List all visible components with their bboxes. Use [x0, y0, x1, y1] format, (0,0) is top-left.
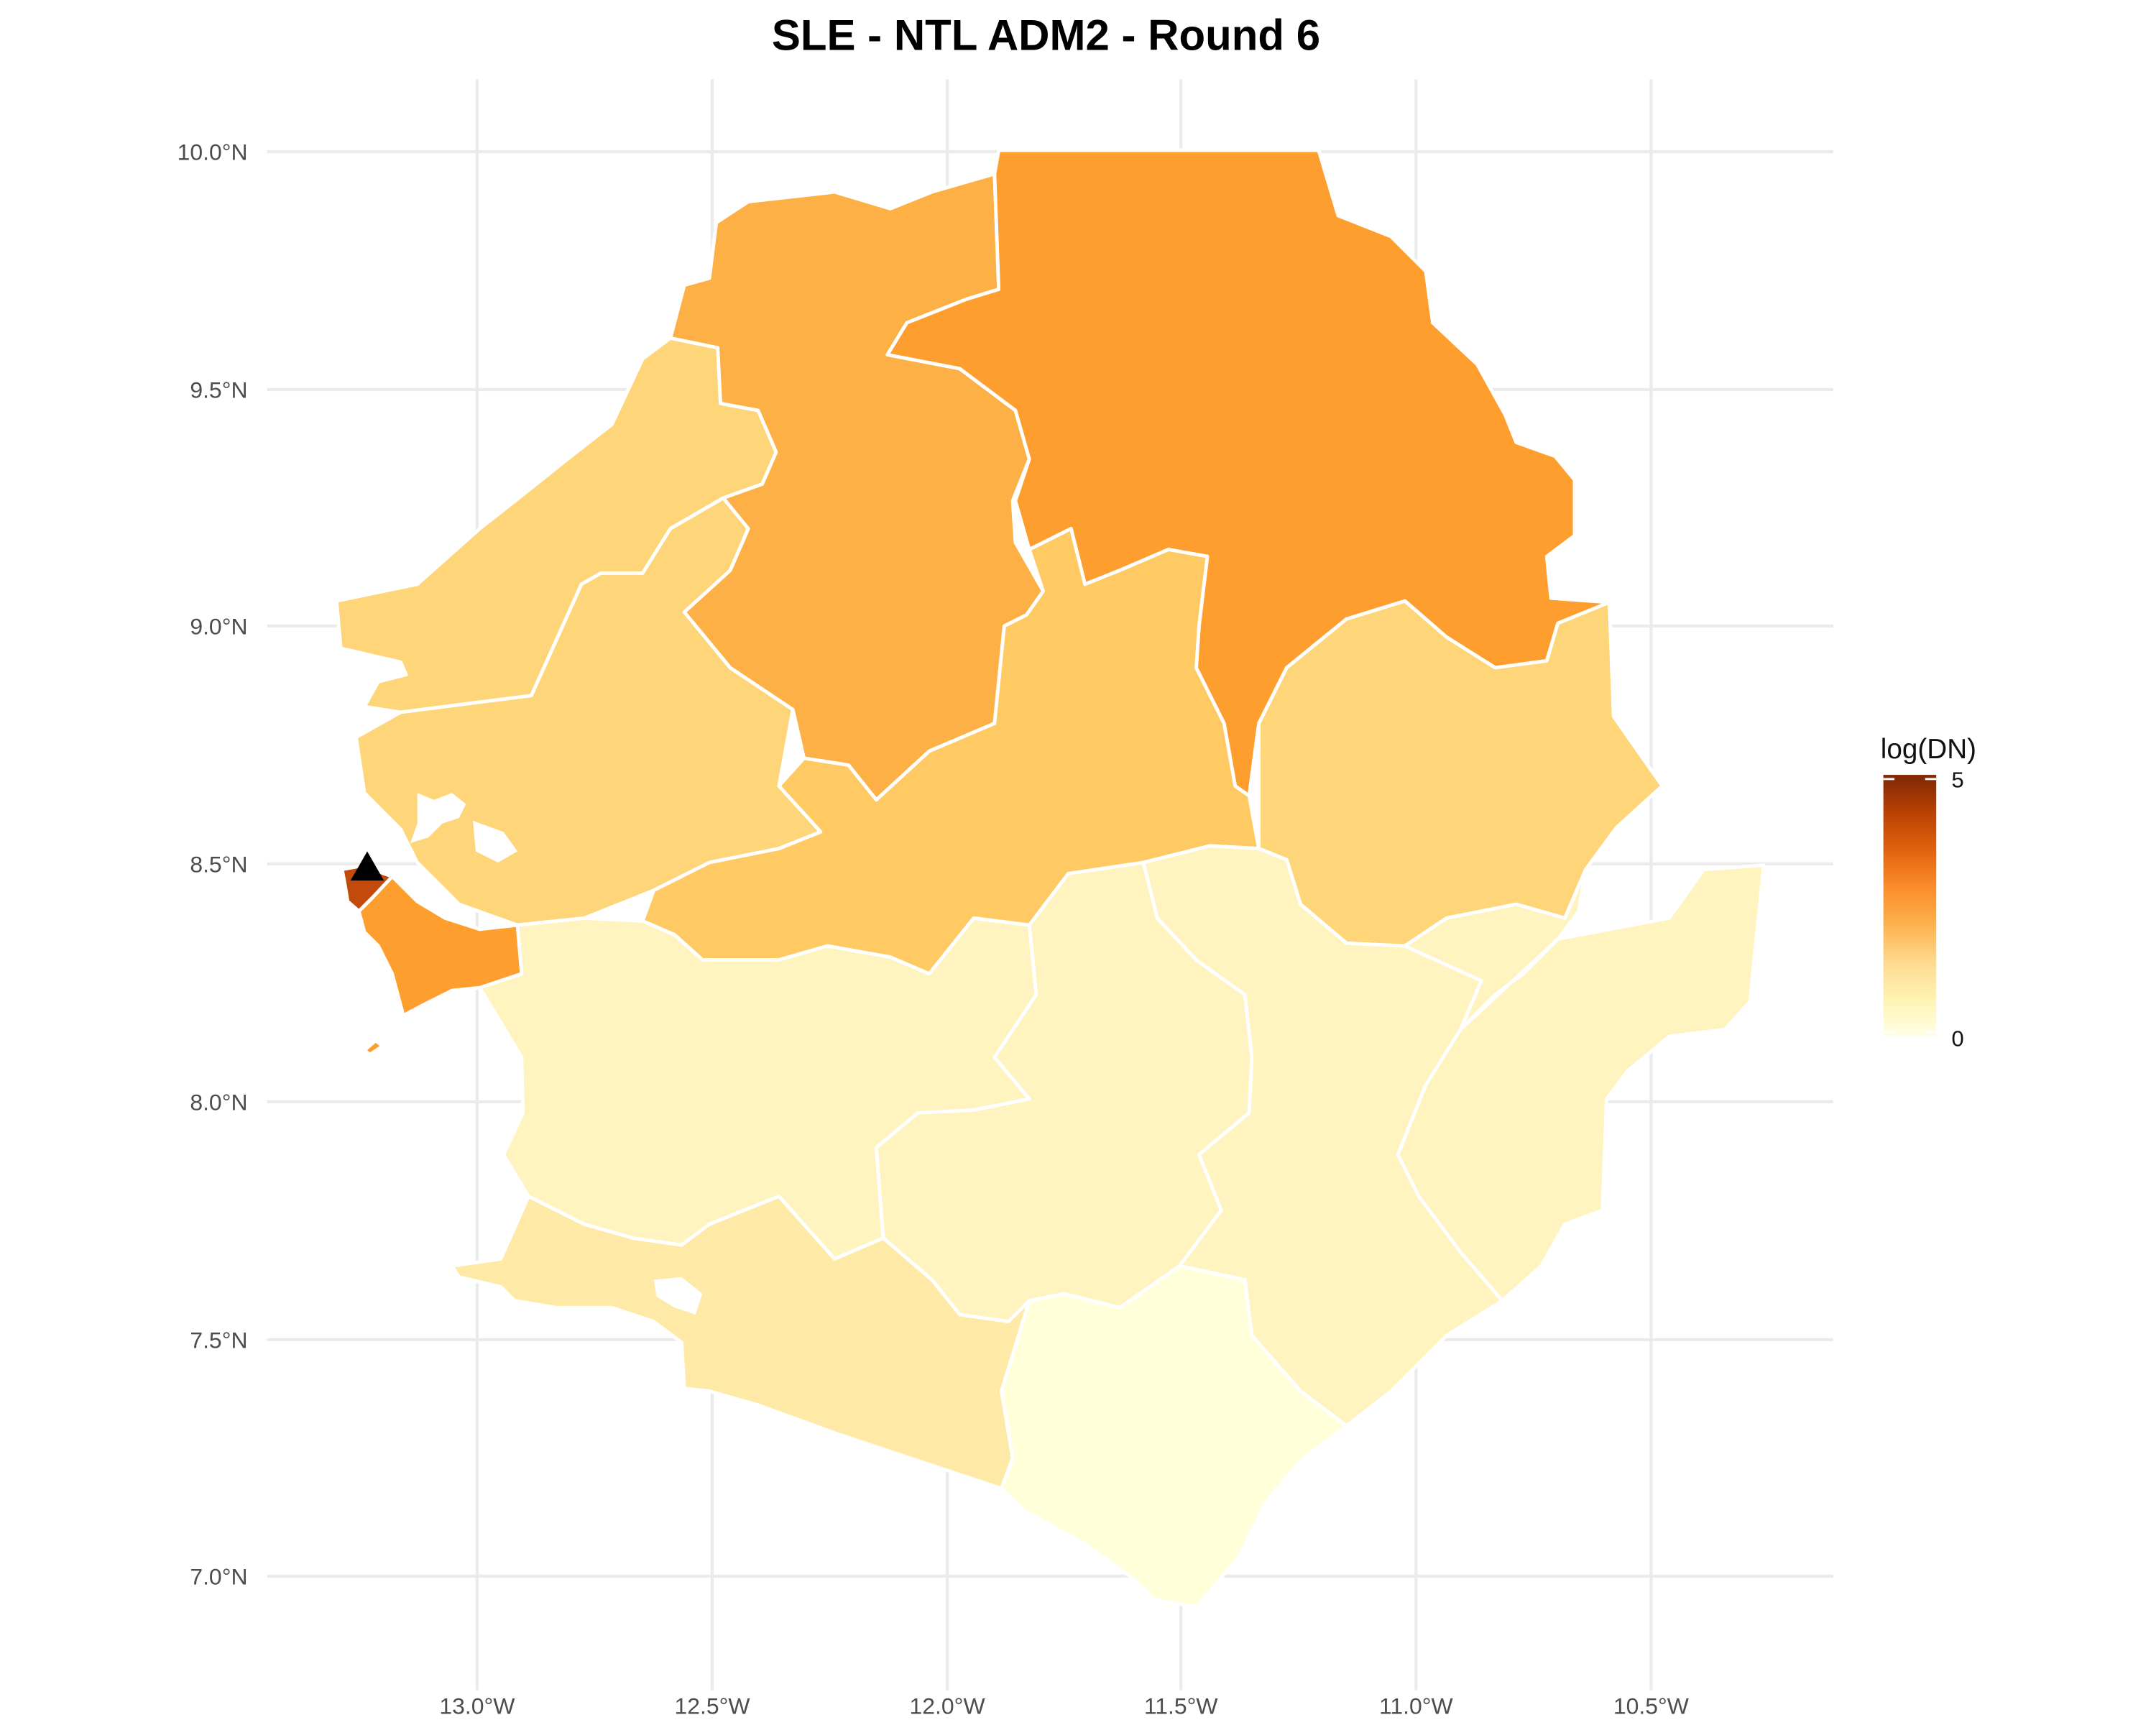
lat-tick-label: 10.0°N — [178, 139, 248, 165]
lon-tick-label: 12.5°W — [674, 1693, 750, 1719]
regions — [334, 148, 1766, 1609]
region-southeast-central[interactable] — [1141, 844, 1504, 1428]
lon-tick-label: 11.0°W — [1379, 1693, 1454, 1719]
region-island-speck — [362, 1039, 384, 1057]
lon-axis: 13.0°W 12.5°W 12.0°W 11.5°W 11.0°W 10.5°… — [439, 1693, 1689, 1719]
region-east[interactable] — [1257, 599, 1664, 948]
lat-tick-label: 9.0°N — [190, 614, 247, 640]
legend-colorbar — [1883, 775, 1937, 1036]
lat-tick-label: 7.5°N — [190, 1327, 247, 1353]
region-south-coast[interactable] — [450, 1195, 1031, 1491]
region-western-area-rural[interactable] — [356, 874, 524, 1018]
lat-tick-label: 7.0°N — [190, 1564, 247, 1590]
lat-tick-label: 8.0°N — [190, 1090, 247, 1116]
capital-marker-icon — [350, 851, 384, 881]
legend-max-label: 5 — [1951, 767, 1963, 792]
lat-tick-label: 8.5°N — [190, 852, 247, 878]
lat-tick-label: 9.5°N — [190, 377, 247, 403]
region-east-border[interactable] — [1396, 863, 1766, 1303]
region-southern-tip[interactable] — [1000, 1264, 1348, 1609]
lon-tick-label: 11.5°W — [1144, 1693, 1219, 1719]
map-title: SLE - NTL ADM2 - Round 6 — [772, 12, 1320, 60]
lon-tick-label: 13.0°W — [439, 1693, 515, 1719]
lon-tick-label: 10.5°W — [1613, 1693, 1690, 1719]
lon-tick-label: 12.0°W — [910, 1693, 986, 1719]
lat-axis: 10.0°N 9.5°N 9.0°N 8.5°N 8.0°N 7.5°N 7.0… — [178, 139, 248, 1590]
legend: log(DN) 5 0 — [1881, 734, 1976, 1052]
legend-title: log(DN) — [1881, 734, 1976, 765]
legend-min-label: 0 — [1951, 1026, 1963, 1051]
